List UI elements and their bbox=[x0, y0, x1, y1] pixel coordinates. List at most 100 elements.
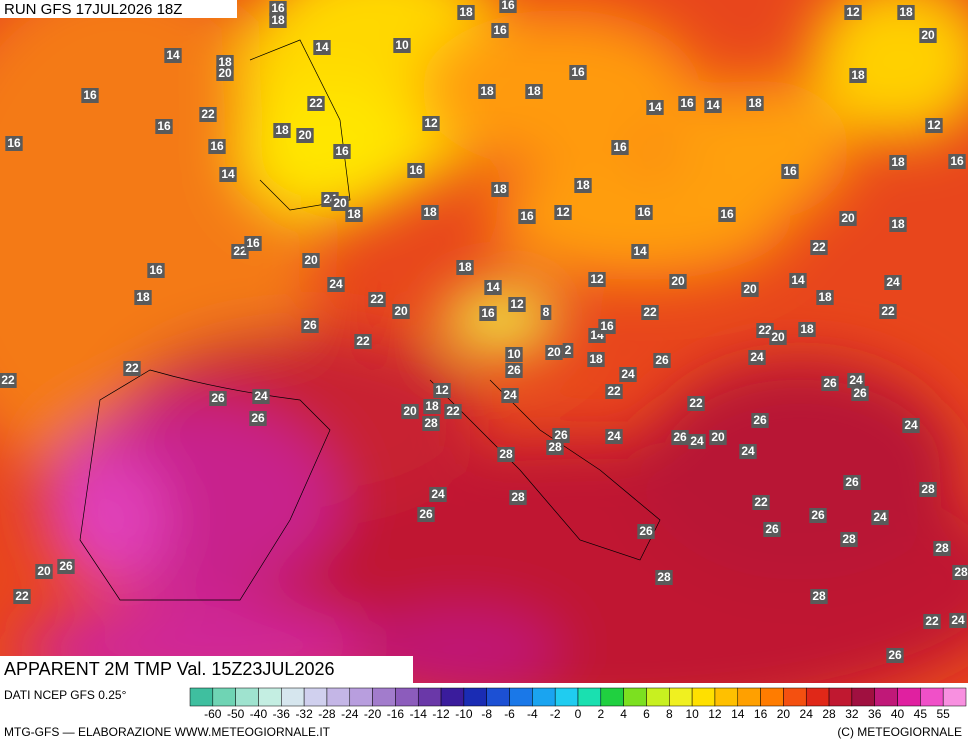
colorbar-swatch bbox=[463, 687, 487, 707]
colorbar-label: 14 bbox=[731, 707, 745, 721]
temperature-label: 22 bbox=[370, 292, 384, 306]
colorbar-swatch bbox=[486, 687, 510, 707]
label-box bbox=[478, 84, 496, 99]
label-box bbox=[810, 240, 828, 255]
label-box bbox=[331, 196, 349, 211]
colorbar-swatch bbox=[258, 687, 282, 707]
label-box bbox=[704, 98, 722, 113]
label-box bbox=[209, 391, 227, 406]
temperature-label: 24 bbox=[886, 275, 900, 289]
label-box bbox=[718, 207, 736, 222]
temperature-label: 22 bbox=[643, 305, 657, 319]
copyright: (C) METEOGIORNALE bbox=[837, 725, 962, 739]
label-box bbox=[821, 376, 839, 391]
label-box bbox=[840, 532, 858, 547]
label-box bbox=[646, 100, 664, 115]
temperature-label: 26 bbox=[765, 522, 779, 536]
credits: MTG-GFS — ELABORAZIONE WWW.METEOGIORNALE… bbox=[4, 725, 331, 739]
colorbar-label: -10 bbox=[455, 707, 473, 721]
temperature-label: 16 bbox=[520, 209, 534, 223]
temperature-label: 20 bbox=[671, 274, 685, 288]
temperature-label: 14 bbox=[633, 244, 647, 258]
temperature-label: 18 bbox=[576, 178, 590, 192]
label-box bbox=[923, 614, 941, 629]
label-box bbox=[655, 570, 673, 585]
label-box bbox=[499, 0, 517, 13]
temperature-label: 26 bbox=[251, 411, 265, 425]
label-box bbox=[313, 40, 331, 55]
label-box bbox=[709, 430, 727, 445]
temperature-label: 22 bbox=[356, 334, 370, 348]
colorbar-label: 24 bbox=[800, 707, 814, 721]
colorbar-swatch bbox=[646, 687, 670, 707]
temperature-label: 18 bbox=[800, 322, 814, 336]
label-box bbox=[611, 140, 629, 155]
map-field bbox=[0, 0, 968, 683]
temperature-label: 12 bbox=[424, 116, 438, 130]
label-box bbox=[147, 263, 165, 278]
temperature-label: 16 bbox=[246, 236, 260, 250]
colorbar-label: -20 bbox=[364, 707, 382, 721]
temperature-label: 24 bbox=[254, 389, 268, 403]
colorbar-label: 6 bbox=[643, 707, 650, 721]
colorbar-label: 32 bbox=[845, 707, 859, 721]
label-box bbox=[422, 116, 440, 131]
temperature-label: 20 bbox=[771, 330, 785, 344]
label-box bbox=[847, 373, 865, 388]
temperature-label: 14 bbox=[791, 273, 805, 287]
temperature-label: 22 bbox=[812, 240, 826, 254]
temperature-label: 28 bbox=[511, 490, 525, 504]
colorbar-label: 2 bbox=[597, 707, 604, 721]
label-box bbox=[889, 155, 907, 170]
colorbar-label: 28 bbox=[822, 707, 836, 721]
label-box bbox=[948, 154, 966, 169]
label-box bbox=[422, 416, 440, 431]
label-box bbox=[798, 322, 816, 337]
temperature-label: 2 bbox=[565, 343, 572, 357]
temperature-label: 16 bbox=[7, 136, 21, 150]
colorbar-label: -2 bbox=[550, 707, 561, 721]
temperature-label: 20 bbox=[547, 345, 561, 359]
temperature-label: 16 bbox=[950, 154, 964, 168]
label-box bbox=[763, 522, 781, 537]
label-box bbox=[902, 418, 920, 433]
colorbar-swatch bbox=[509, 687, 533, 707]
colorbar-label: 12 bbox=[708, 707, 722, 721]
temperature-label: 28 bbox=[954, 565, 968, 579]
temperature-label: 28 bbox=[842, 532, 856, 546]
label-box bbox=[919, 28, 937, 43]
label-box bbox=[748, 350, 766, 365]
label-box bbox=[505, 347, 523, 362]
label-box bbox=[244, 236, 262, 251]
label-box bbox=[307, 96, 325, 111]
temperature-label: 16 bbox=[680, 96, 694, 110]
colorbar-swatch bbox=[783, 687, 807, 707]
label-box bbox=[546, 440, 564, 455]
temperature-label: 26 bbox=[419, 507, 433, 521]
temperature-label: 18 bbox=[136, 290, 150, 304]
label-box bbox=[302, 253, 320, 268]
label-box bbox=[301, 318, 319, 333]
temperature-label: 18 bbox=[891, 155, 905, 169]
label-box bbox=[273, 123, 291, 138]
temperature-label: 26 bbox=[655, 353, 669, 367]
temperature-label: 14 bbox=[221, 167, 235, 181]
temperature-label: 28 bbox=[657, 570, 671, 584]
temperature-label: 18 bbox=[891, 217, 905, 231]
label-box bbox=[688, 434, 706, 449]
temperature-label: 20 bbox=[218, 66, 232, 80]
temperature-label: 18 bbox=[347, 207, 361, 221]
temperature-label: 22 bbox=[1, 373, 15, 387]
label-box bbox=[816, 290, 834, 305]
temperature-label: 16 bbox=[783, 164, 797, 178]
label-box bbox=[849, 68, 867, 83]
label-box bbox=[949, 613, 967, 628]
temperature-label: 16 bbox=[720, 207, 734, 221]
temperature-label: 26 bbox=[59, 559, 73, 573]
colorbar-swatch bbox=[417, 687, 442, 707]
label-box bbox=[789, 273, 807, 288]
temperature-label: 26 bbox=[507, 363, 521, 377]
colorbar-swatch bbox=[691, 687, 716, 707]
label-box bbox=[525, 84, 543, 99]
temperature-label: 18 bbox=[851, 68, 865, 82]
